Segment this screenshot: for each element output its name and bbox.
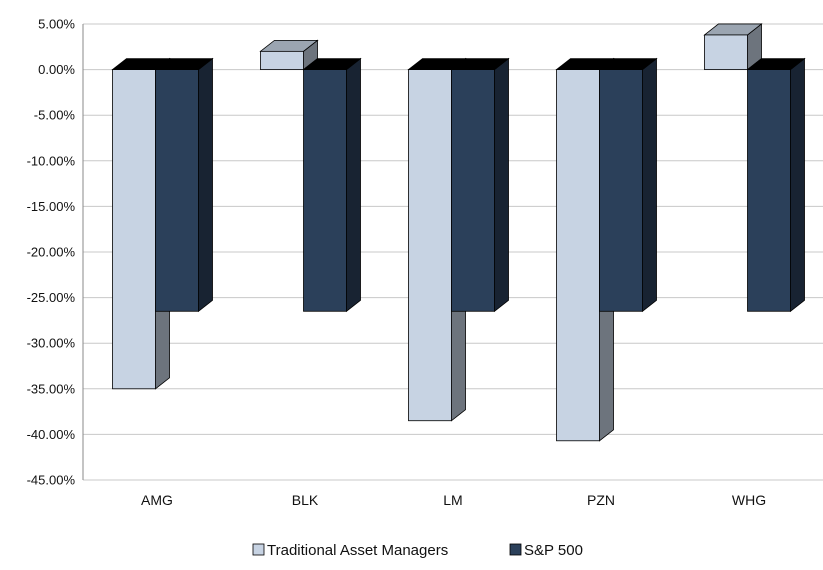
y-tick-label: 5.00% (38, 17, 75, 32)
bars (111, 23, 806, 442)
bar-lm-sp500 (450, 57, 510, 313)
bar-amg-sp500 (154, 57, 214, 313)
y-tick-label: -30.00% (27, 336, 76, 351)
bar-whg-sp500 (746, 57, 806, 313)
y-tick-label: -20.00% (27, 245, 76, 260)
legend-swatch (509, 543, 522, 556)
bar-front (704, 34, 748, 70)
y-tick-label: -35.00% (27, 381, 76, 396)
y-tick-label: 0.00% (38, 62, 75, 77)
bar-side (642, 57, 657, 313)
bar-side (790, 57, 805, 313)
bar-front (556, 69, 600, 442)
x-axis-ticks: AMG BLK LM PZN WHG (141, 492, 766, 508)
legend-swatch (252, 543, 265, 556)
legend-label: S&P 500 (524, 542, 583, 559)
x-tick-label: WHG (732, 492, 766, 508)
bar-front (260, 50, 304, 71)
x-tick-label: PZN (587, 492, 615, 508)
bar-front (155, 69, 199, 312)
y-tick-label: -25.00% (27, 290, 76, 305)
legend-label: Traditional Asset Managers (267, 542, 448, 559)
bar-front (451, 69, 495, 312)
bar-blk-traditional (259, 39, 319, 71)
bar-front (303, 69, 347, 312)
bar-whg-traditional (703, 23, 763, 71)
x-tick-label: LM (443, 492, 462, 508)
bar-side (198, 57, 213, 313)
bar-front (408, 69, 452, 422)
y-axis-ticks: 5.00% 0.00% -5.00% -10.00% -15.00% -20.00% -25… (27, 17, 76, 488)
y-tick-label: -5.00% (34, 108, 76, 123)
legend: Traditional Asset Managers S&P 500 (252, 542, 583, 559)
y-tick-label: -15.00% (27, 199, 76, 214)
bar-front (747, 69, 791, 312)
x-tick-label: AMG (141, 492, 173, 508)
bar-side (346, 57, 361, 313)
bar-side (494, 57, 509, 313)
y-tick-label: -40.00% (27, 427, 76, 442)
bar-blk-sp500 (302, 57, 362, 313)
y-tick-label: -45.00% (27, 473, 76, 488)
bar-front (112, 69, 156, 390)
x-tick-label: BLK (292, 492, 319, 508)
y-tick-label: -10.00% (27, 153, 76, 168)
bar-pzn-sp500 (598, 57, 658, 313)
bar-front (599, 69, 643, 312)
